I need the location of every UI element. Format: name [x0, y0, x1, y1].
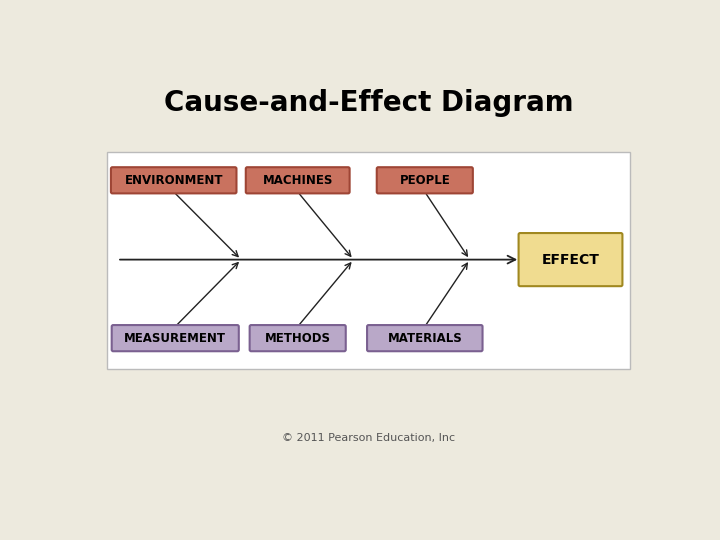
Text: MATERIALS: MATERIALS: [387, 332, 462, 345]
FancyBboxPatch shape: [111, 167, 236, 193]
Text: MACHINES: MACHINES: [263, 174, 333, 187]
FancyBboxPatch shape: [112, 325, 239, 351]
Text: © 2011 Pearson Education, Inc: © 2011 Pearson Education, Inc: [282, 433, 456, 443]
Text: MEASUREMENT: MEASUREMENT: [125, 332, 226, 345]
FancyBboxPatch shape: [518, 233, 622, 286]
FancyBboxPatch shape: [367, 325, 482, 351]
FancyBboxPatch shape: [377, 167, 473, 193]
FancyBboxPatch shape: [246, 167, 350, 193]
Bar: [107, 152, 630, 369]
Text: ENVIRONMENT: ENVIRONMENT: [125, 174, 223, 187]
Text: EFFECT: EFFECT: [541, 253, 600, 267]
Text: METHODS: METHODS: [265, 332, 330, 345]
Text: PEOPLE: PEOPLE: [400, 174, 450, 187]
Text: Cause-and-Effect Diagram: Cause-and-Effect Diagram: [164, 89, 574, 117]
FancyBboxPatch shape: [250, 325, 346, 351]
